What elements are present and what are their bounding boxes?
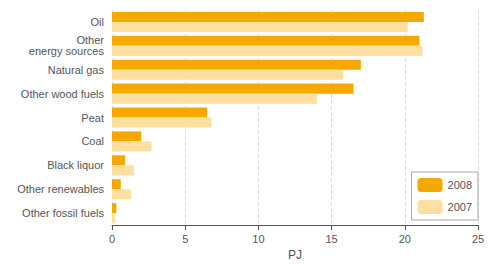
svg-text:20: 20 xyxy=(399,233,411,245)
svg-text:15: 15 xyxy=(325,233,337,245)
svg-text:Oil: Oil xyxy=(91,16,104,28)
svg-text:2007: 2007 xyxy=(448,201,472,213)
svg-text:Black liquor: Black liquor xyxy=(47,159,104,171)
svg-text:25: 25 xyxy=(472,233,484,245)
svg-text:energy sources: energy sources xyxy=(29,45,105,57)
svg-text:Other: Other xyxy=(76,34,104,47)
svg-text:5: 5 xyxy=(182,233,188,245)
svg-text:Natural gas: Natural gas xyxy=(48,64,105,76)
svg-text:Peat: Peat xyxy=(81,112,104,124)
svg-text:2008: 2008 xyxy=(448,179,472,191)
svg-text:PJ: PJ xyxy=(288,248,302,262)
svg-text:10: 10 xyxy=(252,233,264,245)
svg-text:Coal: Coal xyxy=(81,135,104,147)
svg-text:Other renewables: Other renewables xyxy=(17,183,104,195)
svg-text:Other fossil fuels: Other fossil fuels xyxy=(22,207,104,219)
svg-text:Other wood fuels: Other wood fuels xyxy=(21,88,105,100)
svg-text:0: 0 xyxy=(109,233,115,245)
